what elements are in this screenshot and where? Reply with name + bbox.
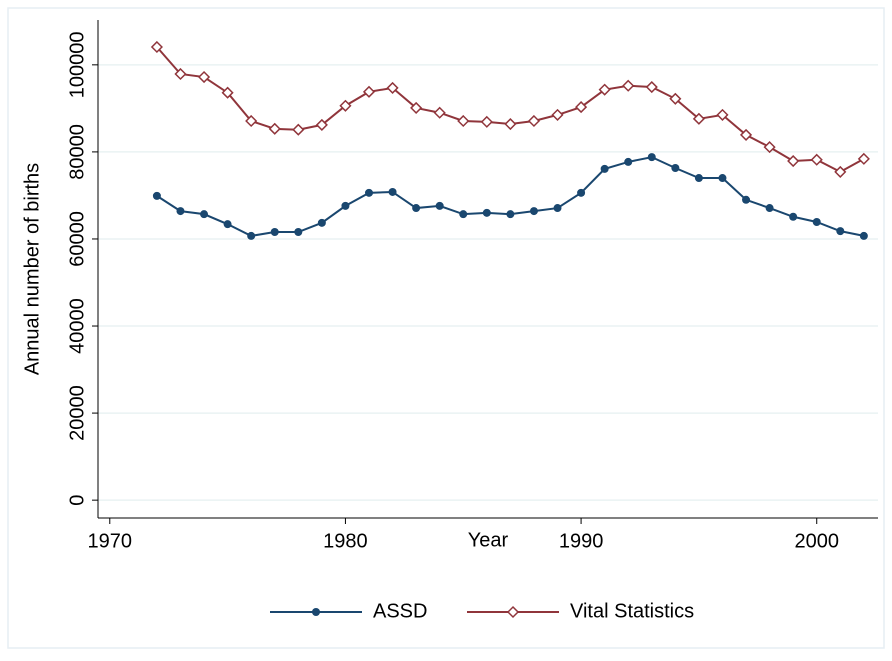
data-point: [812, 217, 821, 226]
data-point: [245, 114, 258, 128]
data-point: [435, 201, 444, 210]
y-tick-label: 20000: [66, 385, 88, 441]
legend-label: Vital Statistics: [570, 600, 694, 622]
data-point: [529, 207, 538, 216]
data-point: [457, 114, 470, 128]
data-point: [647, 153, 656, 162]
x-axis-title: Year: [468, 529, 509, 551]
data-point: [645, 80, 658, 94]
data-point: [294, 227, 303, 236]
data-point: [527, 114, 541, 128]
data-point: [669, 92, 682, 105]
data-point: [739, 128, 753, 141]
data-point: [247, 231, 256, 240]
x-tick-label: 1990: [559, 530, 604, 552]
data-point: [789, 212, 798, 221]
data-point: [292, 123, 305, 136]
data-point: [480, 115, 493, 128]
y-tick-label: 100000: [66, 31, 88, 98]
data-point: [694, 174, 703, 183]
y-tick-label: 60000: [66, 211, 88, 267]
data-point: [598, 83, 611, 96]
data-point: [152, 191, 161, 200]
data-point: [718, 174, 727, 183]
data-point: [834, 165, 847, 178]
data-point: [692, 112, 705, 125]
y-tick-label: 80000: [66, 124, 88, 180]
data-point: [317, 218, 326, 227]
data-point: [577, 188, 586, 197]
data-point: [506, 210, 515, 219]
data-point: [197, 70, 211, 84]
data-point: [174, 67, 187, 81]
data-point: [622, 79, 635, 92]
frame: [7, 7, 885, 649]
data-point: [412, 204, 421, 213]
x-tick-label: 1980: [323, 530, 368, 552]
data-point: [150, 40, 163, 54]
data-point: [223, 220, 232, 229]
data-point: [600, 164, 609, 173]
legend-marker: [312, 608, 320, 616]
data-point: [388, 187, 397, 196]
x-tick-label: 2000: [794, 530, 839, 552]
data-point: [410, 101, 423, 114]
y-tick-label: 40000: [66, 298, 88, 354]
data-point: [763, 141, 776, 154]
data-point: [742, 195, 751, 204]
data-point: [787, 154, 800, 168]
data-point: [810, 153, 823, 166]
data-point: [362, 85, 376, 98]
data-point: [716, 108, 729, 121]
data-point: [270, 227, 279, 236]
data-point: [857, 152, 870, 165]
data-point: [221, 86, 234, 99]
data-point: [551, 108, 564, 121]
data-point: [364, 188, 373, 197]
legend-marker: [506, 605, 520, 619]
data-point: [200, 210, 209, 219]
data-point: [433, 106, 446, 119]
data-point: [624, 157, 633, 166]
data-point: [341, 201, 350, 210]
data-point: [386, 81, 399, 94]
data-point: [765, 204, 774, 213]
data-point: [268, 122, 281, 135]
data-point: [836, 227, 845, 236]
data-point: [859, 231, 868, 240]
data-point: [504, 117, 517, 131]
data-point: [176, 207, 185, 216]
data-point: [482, 208, 491, 217]
legend-label: ASSD: [373, 600, 427, 622]
data-point: [553, 204, 562, 213]
data-point: [671, 164, 680, 173]
y-tick-label: 0: [66, 495, 88, 506]
y-axis-title: Annual number of births: [21, 163, 43, 375]
x-tick-label: 1970: [88, 530, 133, 552]
data-point: [575, 101, 588, 114]
data-point: [339, 99, 352, 112]
data-point: [315, 118, 328, 131]
data-point: [459, 210, 468, 219]
